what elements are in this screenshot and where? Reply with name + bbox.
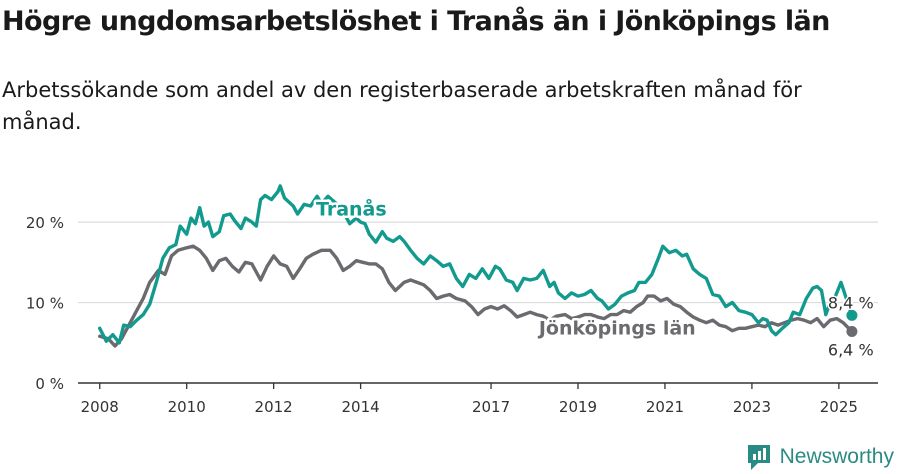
x-tick-label: 2017 (472, 398, 510, 416)
x-tick-label: 2023 (733, 398, 771, 416)
series-line-tranas (98, 184, 854, 345)
series-label-jonkoping: Jönköpings län (537, 318, 696, 340)
x-tick-label: 2021 (646, 398, 684, 416)
end-point-tranas (846, 309, 858, 321)
x-axis-ticks: 2008 2010 2012 2014 2017 2019 2021 2023 2025 (81, 383, 858, 416)
x-tick-label: 2014 (342, 398, 380, 416)
y-tick-label: 0 % (35, 375, 64, 393)
x-tick-label: 2025 (820, 398, 858, 416)
end-value-label-jonkoping: 6,4 % (828, 341, 874, 360)
series-lines (98, 184, 858, 348)
y-tick-label: 10 % (26, 295, 64, 313)
newsworthy-logo-icon (747, 445, 770, 470)
end-point-jonkoping (846, 326, 858, 338)
series-label-tranas: Tranås (316, 197, 387, 221)
series-line-jonkoping (98, 244, 854, 348)
x-tick-label: 2012 (255, 398, 293, 416)
x-tick-label: 2019 (559, 398, 597, 416)
chart-subtitle: Arbetssökande som andel av den registerb… (2, 78, 802, 134)
y-axis-ticks: 0 % 10 % 20 % (26, 214, 64, 393)
y-tick-label: 20 % (26, 214, 64, 232)
brand-logo: Newsworthy (746, 442, 894, 472)
gridlines (78, 221, 878, 304)
x-tick-label: 2010 (168, 398, 206, 416)
end-value-label-tranas: 8,4 % (828, 293, 874, 312)
brand-name: Newsworthy (779, 445, 894, 468)
series-labels: Tranås Jönköpings län 8,4 % 6,4 % (313, 194, 875, 361)
x-tick-label: 2008 (81, 398, 119, 416)
chart-title: Högre ungdomsarbetslöshet i Tranås än i … (2, 6, 830, 37)
